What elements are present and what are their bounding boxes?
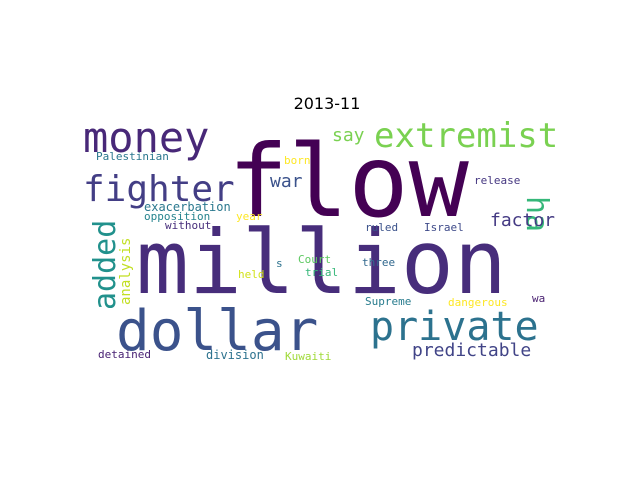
word-added: added bbox=[88, 220, 123, 310]
word-three: three bbox=[362, 256, 395, 269]
word-court: Court bbox=[298, 253, 331, 266]
word-israel: Israel bbox=[424, 221, 464, 234]
word-analysis: analysis bbox=[118, 238, 134, 305]
word-held: held bbox=[238, 268, 265, 281]
word-s: s bbox=[276, 257, 283, 270]
word-flow: flow bbox=[228, 123, 470, 240]
word-dollar: dollar bbox=[116, 299, 318, 364]
chart-title: 2013-11 bbox=[294, 94, 361, 113]
word-ha: ha bbox=[519, 196, 554, 232]
word-war: war bbox=[270, 171, 303, 192]
word-kuwaiti: Kuwaiti bbox=[285, 350, 331, 363]
word-exacerbation: exacerbation bbox=[144, 200, 231, 214]
word-dangerous: dangerous bbox=[448, 296, 508, 309]
word-without: without bbox=[165, 219, 211, 232]
word-wa: wa bbox=[532, 292, 545, 305]
word-factor: factor bbox=[490, 210, 555, 231]
word-division: division bbox=[206, 348, 264, 362]
word-say: say bbox=[332, 125, 365, 146]
word-release: release bbox=[474, 174, 520, 187]
word-year: year bbox=[236, 210, 263, 223]
word-born: born bbox=[284, 154, 311, 167]
word-palestinian: Palestinian bbox=[96, 150, 169, 163]
word-supreme: Supreme bbox=[365, 295, 411, 308]
word-million: million bbox=[136, 211, 507, 314]
word-opposition: opposition bbox=[144, 210, 210, 223]
word-predictable: predictable bbox=[412, 340, 531, 361]
word-money: money bbox=[83, 113, 209, 162]
word-extremist: extremist bbox=[374, 116, 558, 156]
word-fighter: fighter bbox=[83, 169, 235, 210]
word-trial: trial bbox=[305, 266, 338, 279]
word-detained: detained bbox=[98, 348, 151, 361]
word-ruled: ruled bbox=[365, 221, 398, 234]
word-private: private bbox=[370, 304, 539, 350]
